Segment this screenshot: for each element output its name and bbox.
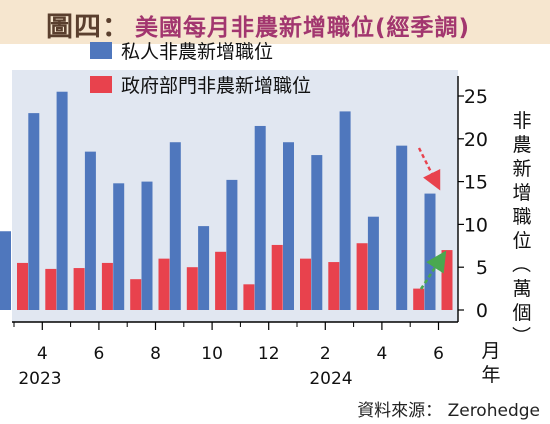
bar-government-2024-01 bbox=[300, 258, 311, 310]
bar-private-2023-06 bbox=[84, 151, 96, 310]
annotation-arrow-up-green bbox=[419, 250, 447, 290]
x-year-label-2024: 2024 bbox=[309, 369, 352, 389]
y-tick-label-5: 5 bbox=[476, 257, 488, 279]
y-axis-label-char: 新 bbox=[512, 158, 532, 180]
x-tick-label-2024-04: 4 bbox=[376, 344, 387, 364]
chart-title: 美國每月非農新增職位(經季調) bbox=[135, 15, 471, 41]
x-tick-label-2024-02: 2 bbox=[320, 344, 331, 364]
bar-private-2024-05 bbox=[396, 145, 408, 310]
y-tick-label-25: 25 bbox=[464, 86, 488, 108]
bar-government-2024-02 bbox=[328, 262, 340, 310]
bar-government-2023-05 bbox=[73, 268, 85, 310]
figure-number: 圖四： bbox=[46, 12, 130, 43]
x-axis-label-year: 年 bbox=[481, 364, 500, 386]
x-axis-label-month: 月 bbox=[481, 340, 500, 362]
bar-private-2023-09 bbox=[169, 142, 181, 310]
x-tick-label-2024-06: 6 bbox=[433, 344, 444, 364]
legend-swatch-1 bbox=[90, 76, 112, 93]
bar-government-2023-06 bbox=[101, 262, 113, 310]
y-axis-label-char: 位 bbox=[512, 230, 532, 252]
title-bar: 圖四： 美國每月非農新增職位(經季調) bbox=[0, 0, 550, 44]
x-year-label-2023: 2023 bbox=[18, 369, 61, 389]
bar-government-2023-11 bbox=[243, 284, 255, 310]
bar-government-2023-12 bbox=[271, 244, 283, 310]
bar-private-2024-03 bbox=[339, 111, 351, 311]
bar-private-2024-01 bbox=[283, 142, 294, 310]
bar-government-2023-03 bbox=[17, 262, 28, 310]
bar-government-2024-03 bbox=[356, 243, 368, 310]
bar-government-2023-08 bbox=[158, 258, 170, 310]
bar-government-2024-06 bbox=[441, 250, 453, 310]
bar-government-2023-10 bbox=[215, 251, 227, 310]
bar-private-2023-07 bbox=[113, 183, 125, 310]
bar-government-2023-04 bbox=[45, 268, 57, 310]
bar-private-2023-12 bbox=[254, 125, 266, 311]
annotation-arrow-down-red bbox=[417, 147, 441, 191]
y-axis-label-char: 職 bbox=[512, 206, 532, 228]
x-tick-label-2023-10: 10 bbox=[201, 344, 223, 364]
bar-private-2023-04 bbox=[28, 113, 40, 311]
x-tick-label-2023-04: 4 bbox=[37, 344, 48, 364]
y-axis-label-char: 萬 bbox=[512, 278, 532, 300]
bar-private-2023-08 bbox=[141, 181, 153, 310]
source-note: 資料來源： Zerohedge bbox=[357, 401, 540, 421]
bar-private-2024-06 bbox=[424, 193, 436, 310]
bar-government-2023-07 bbox=[130, 279, 142, 310]
y-axis-label-char: 農 bbox=[512, 134, 532, 156]
bar-private-2023-05 bbox=[56, 91, 68, 310]
x-tick-label-2023-08: 8 bbox=[150, 344, 161, 364]
bar-private-2024-04 bbox=[367, 216, 379, 310]
y-axis-label-char: ） bbox=[509, 325, 532, 345]
y-axis-label-char: 增 bbox=[512, 182, 532, 204]
y-tick-label-20: 20 bbox=[464, 129, 488, 151]
bar-private-2023-10 bbox=[198, 226, 210, 310]
bar-government-2024-05 bbox=[413, 288, 425, 310]
bar-government-2023-09 bbox=[186, 267, 198, 310]
y-tick-label-15: 15 bbox=[464, 172, 488, 194]
bar-private-2023-11 bbox=[226, 179, 238, 310]
y-tick-label-0: 0 bbox=[476, 300, 488, 322]
y-axis-label-char: （ bbox=[509, 253, 532, 273]
legend-swatch-0 bbox=[90, 42, 112, 59]
y-tick-label-10: 10 bbox=[464, 214, 488, 236]
legend-label-1: 政府部門非農新增職位 bbox=[121, 75, 311, 97]
legend-label-0: 私人非農新增職位 bbox=[121, 41, 273, 63]
x-tick-label-2023-12: 12 bbox=[258, 344, 280, 364]
y-axis-label-char: 非 bbox=[512, 110, 532, 132]
bar-private-2023-03 bbox=[0, 231, 11, 310]
y-axis-label-char: 個 bbox=[512, 302, 532, 324]
x-tick-label-2023-06: 6 bbox=[93, 344, 104, 364]
bar-private-2024-02 bbox=[311, 155, 323, 310]
